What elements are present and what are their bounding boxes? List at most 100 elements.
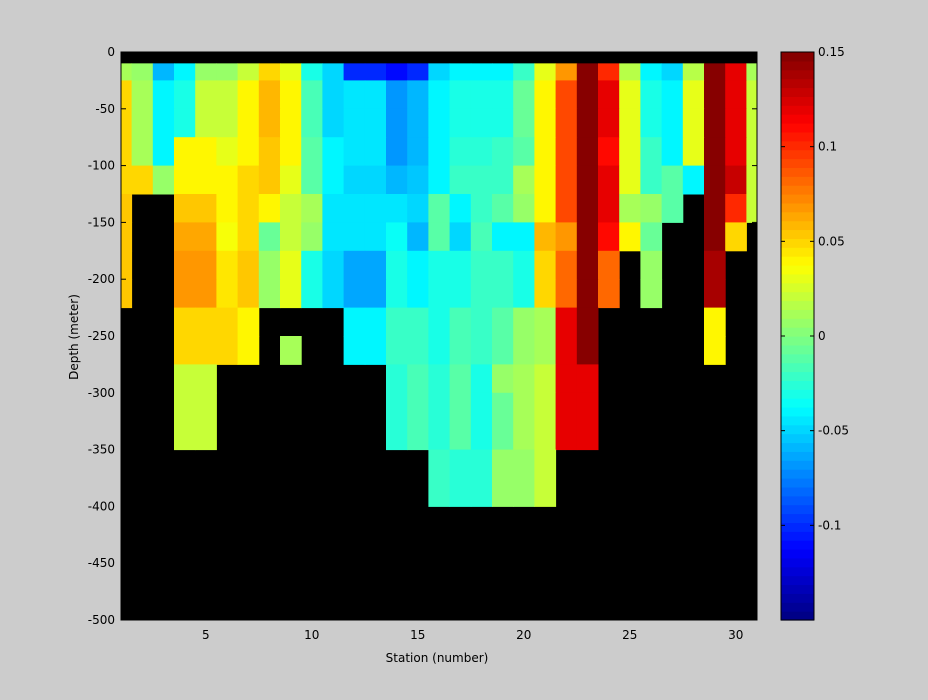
heatmap-cell [152, 80, 175, 110]
colorbar-level [781, 451, 814, 461]
heatmap-cell [513, 80, 535, 110]
heatmap-cell [301, 108, 323, 138]
heatmap-cell [725, 63, 747, 81]
heatmap-cell [386, 222, 408, 252]
heatmap-cell [174, 336, 196, 365]
heatmap-cell [682, 108, 705, 138]
heatmap-cell [470, 80, 493, 110]
colorbar-level [781, 327, 814, 337]
heatmap-cell [640, 279, 663, 309]
heatmap-cell [576, 80, 599, 110]
heatmap-cell [555, 63, 578, 81]
y-tick-label: -500 [88, 613, 115, 627]
heatmap-cell [407, 336, 429, 365]
heatmap-cell [237, 63, 260, 81]
heatmap-cell [576, 222, 599, 252]
heatmap-cell [598, 108, 620, 138]
heatmap-cell [555, 250, 578, 280]
heatmap-cell [704, 307, 726, 337]
colorbar-level [781, 149, 814, 160]
heatmap-cell [386, 279, 408, 309]
heatmap-cell [661, 63, 684, 81]
y-axis-ticks: 0 -50 -100 -150 -200 -250 -300 -350 -400 -450 -500 [88, 45, 757, 627]
heatmap-cell [725, 108, 747, 138]
colorbar-level [781, 593, 814, 603]
heatmap-cell [661, 194, 684, 223]
heatmap-cell [386, 108, 408, 138]
heatmap-cell [131, 80, 154, 110]
heatmap-cell [364, 137, 387, 167]
heatmap-cell [619, 80, 641, 110]
heatmap-cell [640, 194, 663, 223]
heatmap-cell [343, 222, 366, 252]
heatmap-cell [174, 250, 196, 280]
heatmap-cell [555, 336, 578, 365]
heatmap-cell [746, 63, 758, 81]
heatmap-cell [301, 194, 323, 223]
heatmap-cell [237, 336, 260, 365]
colorbar-level [781, 211, 814, 222]
colorbar-level [781, 389, 814, 399]
heatmap-cell [682, 165, 705, 195]
heatmap-cell [121, 80, 133, 110]
heatmap-cell [555, 137, 578, 167]
heatmap-cell [301, 165, 323, 195]
colorbar-level [781, 398, 814, 408]
heatmap-cell [280, 194, 302, 223]
heatmap-cell [619, 165, 641, 195]
colorbar-tick-label: -0.1 [818, 518, 841, 532]
heatmap-cell [322, 137, 345, 167]
heatmap-cell [513, 137, 535, 167]
heatmap-cell [195, 279, 217, 309]
heatmap-cell [534, 250, 557, 280]
colorbar-level [781, 194, 814, 204]
heatmap-cell [576, 137, 599, 167]
heatmap-cell [152, 108, 175, 138]
heatmap-cell [343, 108, 366, 138]
heatmap-cell [195, 307, 217, 337]
heatmap-cell [598, 80, 620, 110]
x-tick-label: 15 [410, 628, 425, 642]
colorbar-level [781, 602, 814, 612]
heatmap-cell [449, 336, 472, 365]
y-tick-label: -250 [88, 329, 115, 343]
heatmap-cell [121, 165, 133, 195]
y-tick-label: -200 [88, 272, 115, 286]
colorbar-level [781, 291, 814, 302]
heatmap-cell [174, 392, 196, 451]
heatmap-cell [407, 165, 429, 195]
heatmap-cell [555, 392, 578, 451]
heatmap-cell [364, 108, 387, 138]
heatmap-cell [449, 63, 472, 81]
heatmap-cell [216, 279, 239, 309]
heatmap-cell [343, 63, 366, 81]
colorbar-level [781, 336, 814, 346]
heatmap-cell [407, 364, 429, 394]
heatmap-cell [280, 279, 302, 309]
x-tick-label: 10 [304, 628, 319, 642]
heatmap-cell [174, 194, 196, 223]
heatmap-cell [386, 63, 408, 81]
colorbar-level [781, 540, 814, 550]
colorbar-level [781, 256, 814, 266]
heatmap-cell [513, 364, 535, 394]
colorbar-level [781, 442, 814, 452]
y-axis-label: Depth (meter) [67, 294, 81, 380]
heatmap-cell [131, 137, 154, 167]
heatmap-cell [237, 194, 260, 223]
heatmap-cell [322, 108, 345, 138]
heatmap-cell [216, 307, 239, 337]
heatmap-cell [598, 222, 620, 252]
heatmap-cell [576, 392, 599, 451]
heatmap-cell [216, 63, 239, 81]
heatmap-cell [343, 80, 366, 110]
heatmap-cell [174, 63, 196, 81]
heatmap-cell [121, 194, 133, 223]
heatmap-cell [237, 279, 260, 309]
heatmap-cell [258, 80, 281, 110]
heatmap-cell [746, 80, 758, 110]
heatmap-cell [661, 108, 684, 138]
heatmap-cell [513, 336, 535, 365]
heatmap-cell [131, 108, 154, 138]
